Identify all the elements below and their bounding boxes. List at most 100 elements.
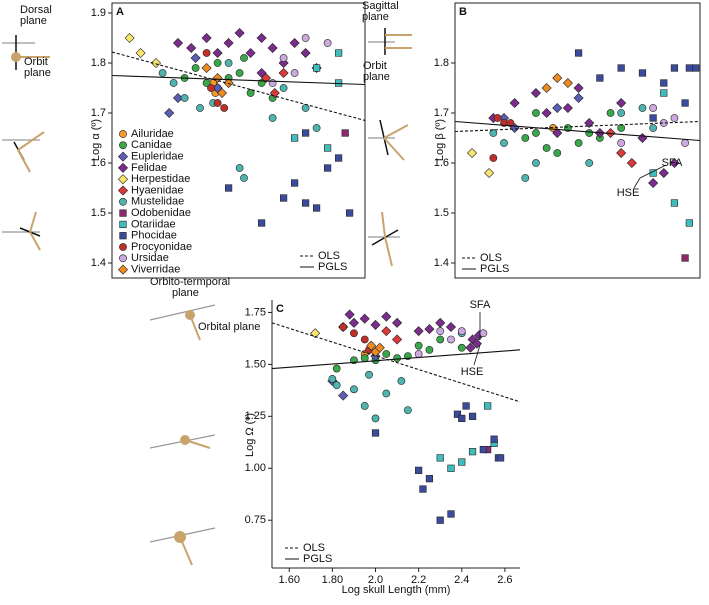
point bbox=[658, 167, 669, 179]
y-axis-label: Log α (º) bbox=[90, 119, 102, 161]
regression-line bbox=[271, 349, 521, 370]
legend-label: Procyonidae bbox=[131, 241, 192, 253]
y-tick-label: 1.7 bbox=[91, 107, 106, 119]
regression-line bbox=[454, 120, 701, 133]
point bbox=[334, 154, 343, 162]
point bbox=[338, 390, 349, 401]
point bbox=[220, 104, 229, 112]
point bbox=[334, 49, 343, 57]
point bbox=[562, 102, 573, 114]
point bbox=[457, 343, 466, 352]
point bbox=[415, 466, 423, 474]
legend-label: Phocidae bbox=[131, 230, 177, 242]
y-tick-label: 1.00 bbox=[245, 462, 266, 474]
plot-frame bbox=[111, 2, 366, 279]
point bbox=[301, 104, 310, 112]
point bbox=[681, 139, 689, 147]
line-legend-label: PGLS bbox=[480, 263, 509, 275]
point bbox=[196, 104, 204, 112]
y-tick-label: 0.75 bbox=[245, 514, 266, 526]
point bbox=[496, 454, 505, 462]
point bbox=[245, 47, 256, 59]
point bbox=[240, 54, 248, 62]
point bbox=[279, 84, 288, 92]
point bbox=[479, 445, 487, 454]
point bbox=[269, 87, 280, 99]
legend-marker bbox=[117, 264, 129, 275]
point bbox=[279, 54, 288, 62]
point bbox=[374, 342, 385, 353]
point bbox=[301, 34, 310, 42]
point bbox=[648, 177, 659, 189]
point bbox=[649, 124, 658, 132]
point bbox=[489, 154, 498, 162]
icon-label: Sagittal bbox=[362, 0, 399, 12]
point bbox=[202, 49, 211, 57]
point bbox=[574, 139, 583, 147]
point bbox=[223, 37, 234, 49]
point bbox=[468, 448, 477, 456]
point bbox=[332, 381, 341, 390]
y-tick-label: 1.8 bbox=[91, 57, 106, 69]
point bbox=[493, 114, 502, 122]
point bbox=[585, 159, 594, 167]
point bbox=[436, 516, 444, 524]
point bbox=[670, 114, 679, 122]
point bbox=[553, 149, 562, 157]
point bbox=[212, 47, 223, 59]
point bbox=[339, 323, 348, 331]
point bbox=[458, 414, 466, 423]
point bbox=[246, 89, 255, 97]
y-axis-label: Log β (º) bbox=[434, 119, 446, 161]
annotation: HSE bbox=[617, 187, 640, 199]
point bbox=[681, 254, 689, 262]
point bbox=[201, 62, 212, 74]
point bbox=[521, 174, 530, 182]
point bbox=[345, 209, 354, 217]
point bbox=[212, 72, 223, 84]
point bbox=[169, 79, 178, 87]
point bbox=[660, 89, 668, 97]
point bbox=[490, 435, 498, 443]
point bbox=[435, 317, 446, 328]
point bbox=[465, 342, 476, 353]
point bbox=[191, 64, 200, 72]
legend-label: Ailuridae bbox=[131, 128, 174, 140]
legend-marker bbox=[119, 232, 127, 240]
point bbox=[365, 370, 373, 379]
point bbox=[681, 99, 689, 107]
point bbox=[323, 144, 332, 152]
point bbox=[289, 37, 300, 49]
point bbox=[521, 134, 530, 142]
point bbox=[542, 144, 551, 152]
point bbox=[617, 109, 626, 117]
icon-label: plane bbox=[24, 67, 51, 79]
point bbox=[685, 64, 693, 72]
point bbox=[360, 354, 369, 363]
point bbox=[484, 167, 495, 179]
legend-label: Viverridae bbox=[131, 264, 180, 276]
point bbox=[190, 52, 201, 64]
point bbox=[278, 67, 289, 79]
icon-label: plane bbox=[362, 11, 389, 23]
point bbox=[186, 42, 197, 54]
panel-title: B bbox=[459, 6, 467, 18]
legend-marker bbox=[119, 141, 127, 150]
point bbox=[332, 364, 341, 373]
point bbox=[692, 64, 700, 72]
point bbox=[341, 129, 349, 137]
point bbox=[344, 309, 355, 320]
icon-label: plane bbox=[20, 15, 47, 27]
point bbox=[670, 199, 679, 207]
point bbox=[573, 92, 584, 104]
point bbox=[479, 329, 488, 338]
point bbox=[541, 107, 552, 119]
point bbox=[638, 69, 647, 77]
point bbox=[393, 354, 401, 363]
point bbox=[381, 311, 392, 322]
point bbox=[359, 313, 370, 324]
annotation-leader bbox=[633, 177, 641, 189]
point bbox=[425, 475, 434, 483]
legend-marker bbox=[117, 185, 129, 196]
